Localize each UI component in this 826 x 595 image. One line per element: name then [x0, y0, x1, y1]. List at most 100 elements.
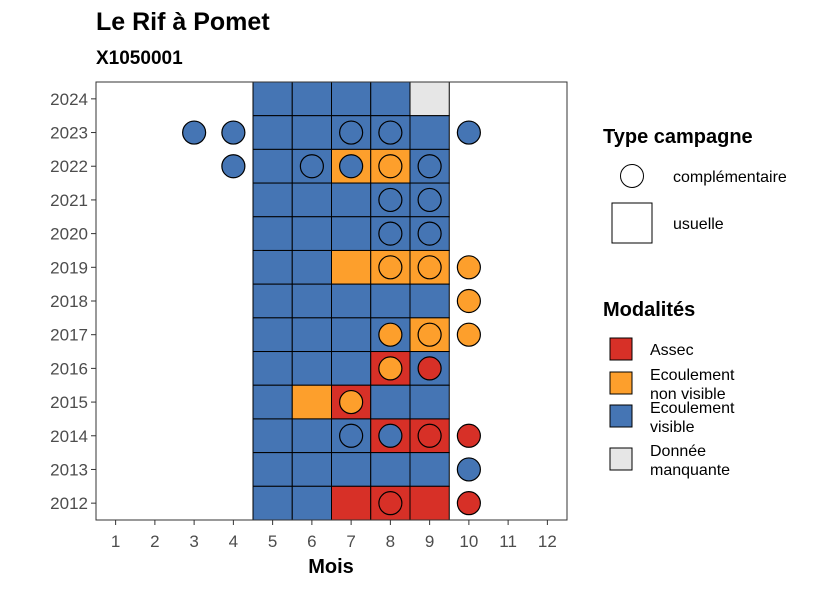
- cell-2012-7: [331, 485, 372, 521]
- x-tick-label-1: 1: [111, 532, 120, 551]
- legend-modalite-label-1-1: non visible: [650, 386, 726, 403]
- cell-2021-7: [331, 182, 372, 218]
- cell-2023-6: [291, 115, 332, 150]
- legend-modalite-label-3-1: manquante: [650, 462, 730, 479]
- y-tick-label-2018: 2018: [50, 292, 88, 311]
- marker-2023-10: [456, 120, 481, 145]
- chart-subtitle: X1050001: [96, 48, 183, 69]
- cell-2013-6: [291, 452, 332, 487]
- cell-2020-7: [331, 216, 372, 251]
- cell-2016-5: [252, 351, 293, 386]
- legend-modalite-label-0-0: Assec: [650, 342, 694, 359]
- x-tick-label-10: 10: [459, 532, 478, 551]
- legend-swatch-3: [609, 447, 633, 471]
- cell-2024-5: [252, 81, 293, 117]
- cell-2014-6: [291, 418, 332, 454]
- marker-2016-9: [417, 356, 442, 381]
- marker-2023-7: [339, 120, 364, 145]
- legend-type-campagne: Type campagne complémentaire usuelle: [603, 126, 787, 244]
- legend-swatch-2: [609, 404, 633, 428]
- marker-2012-10: [456, 491, 481, 516]
- x-tick-label-5: 5: [268, 532, 277, 551]
- legend-swatch-1: [609, 371, 633, 395]
- y-tick-label-2024: 2024: [50, 90, 88, 109]
- marker-2021-9: [417, 187, 442, 213]
- cell-2023-9: [409, 115, 450, 150]
- marker-2023-3: [182, 120, 207, 145]
- x-tick-label-12: 12: [538, 532, 557, 551]
- usuelle-cells: [252, 81, 450, 521]
- chart-title: Le Rif à Pomet: [96, 8, 270, 36]
- cell-2024-6: [291, 81, 332, 117]
- y-tick-label-2021: 2021: [50, 191, 88, 210]
- cell-2012-6: [291, 485, 332, 521]
- cell-2024-8: [370, 81, 411, 117]
- cell-2020-5: [252, 216, 293, 251]
- x-tick-label-4: 4: [229, 532, 238, 551]
- marker-2023-4: [221, 120, 246, 145]
- cell-2012-9: [409, 485, 450, 521]
- y-tick-label-2020: 2020: [50, 225, 88, 244]
- cell-2024-7: [331, 81, 372, 117]
- legend-swatch-0: [609, 337, 633, 361]
- marker-2012-8: [378, 491, 403, 516]
- cell-2019-5: [252, 249, 293, 285]
- legend-circle-symbol: [620, 164, 644, 188]
- cell-2015-9: [409, 384, 450, 420]
- marker-2014-7: [339, 423, 364, 448]
- y-tick-label-2015: 2015: [50, 393, 88, 412]
- legend-square-symbol: [611, 202, 653, 244]
- complementaire-markers: [182, 120, 481, 516]
- marker-2017-8: [378, 322, 403, 347]
- marker-2022-9: [417, 154, 442, 179]
- cell-2013-8: [370, 452, 411, 487]
- marker-2022-8: [378, 154, 403, 179]
- marker-2020-8: [378, 221, 403, 246]
- cell-2018-5: [252, 283, 293, 319]
- legend-usuelle-label: usuelle: [673, 216, 724, 233]
- marker-2019-8: [378, 255, 403, 280]
- cell-2014-5: [252, 418, 293, 454]
- cell-2016-6: [291, 351, 332, 386]
- cell-2016-7: [331, 351, 372, 386]
- y-tick-label-2014: 2014: [50, 427, 88, 446]
- marker-2014-9: [417, 423, 442, 448]
- cell-2023-5: [252, 115, 293, 150]
- x-tick-label-2: 2: [150, 532, 159, 551]
- legend-modalite-label-1-0: Ecoulement: [650, 367, 735, 384]
- marker-2021-8: [378, 187, 403, 213]
- marker-2016-8: [378, 356, 403, 381]
- marker-2014-8: [378, 423, 403, 448]
- legend-modalite-label-3-0: Donnée: [650, 443, 706, 460]
- cell-2018-9: [409, 283, 450, 319]
- y-tick-label-2013: 2013: [50, 460, 88, 479]
- x-tick-label-8: 8: [386, 532, 395, 551]
- marker-2017-9: [417, 322, 442, 347]
- cell-2021-6: [291, 182, 332, 218]
- y-tick-label-2022: 2022: [50, 157, 88, 176]
- cell-2013-7: [331, 452, 372, 487]
- legend-modalite-label-2-0: Ecoulement: [650, 400, 735, 417]
- x-tick-label-3: 3: [189, 532, 198, 551]
- x-tick-label-9: 9: [425, 532, 434, 551]
- marker-2015-7: [339, 389, 364, 415]
- cell-2015-5: [252, 384, 293, 420]
- x-tick-label-11: 11: [499, 532, 517, 551]
- x-tick-label-6: 6: [307, 532, 316, 551]
- x-tick-label-7: 7: [346, 532, 355, 551]
- y-tick-label-2023: 2023: [50, 124, 88, 143]
- cell-2017-6: [291, 317, 332, 353]
- legend-modalite-label-2-1: visible: [650, 419, 695, 436]
- cell-2022-5: [252, 148, 293, 184]
- cell-2015-8: [370, 384, 411, 420]
- y-tick-label-2012: 2012: [50, 494, 88, 513]
- cell-2019-6: [291, 249, 332, 285]
- cell-2017-7: [331, 317, 372, 353]
- cell-2024-9: [409, 81, 450, 117]
- y-tick-label-2016: 2016: [50, 359, 88, 378]
- marker-2020-9: [417, 221, 442, 246]
- marker-2019-10: [456, 255, 481, 280]
- cell-2013-9: [409, 452, 450, 487]
